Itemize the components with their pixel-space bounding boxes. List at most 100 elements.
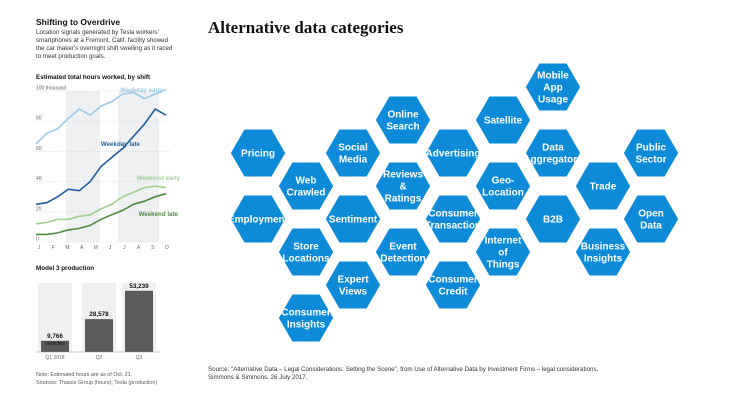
hex-shape	[424, 260, 482, 310]
hex-label: Sentiment	[329, 215, 378, 226]
hex-shape	[524, 194, 582, 244]
y-tick-label: 0	[36, 237, 39, 243]
hex-shape	[324, 260, 382, 310]
wsj-chart-panel: Shifting to Overdrive Location signals g…	[0, 0, 180, 409]
bar-category-label: Q2	[96, 355, 103, 361]
hex-reviews-ratings: Reviews&Ratings	[374, 161, 432, 211]
wsj-chart-description: Location signals generated by Tesla work…	[36, 29, 173, 60]
hex-label: Transaction	[425, 221, 481, 232]
x-tick-label: J	[109, 245, 112, 251]
hex-label: Advertising	[425, 149, 480, 160]
wsj-sources: Sources: Thasos Group (hours); Tesla (pr…	[36, 380, 158, 386]
hex-shape	[622, 128, 680, 178]
hex-label: Public	[636, 143, 666, 154]
hex-label: &	[399, 182, 406, 193]
x-tick-label: J	[38, 245, 41, 251]
hex-label: Things	[487, 260, 520, 271]
hex-label: Business	[581, 242, 626, 253]
hex-label: Expert	[337, 275, 369, 286]
hex-shape	[474, 95, 532, 145]
hex-label: Search	[386, 122, 419, 133]
page-title: Alternative data categories	[208, 18, 404, 37]
hex-pricing: Pricing	[229, 128, 287, 178]
hex-shape	[474, 161, 532, 211]
wsj-chart-title: Shifting to Overdrive	[36, 17, 121, 27]
hex-label: Location	[482, 188, 524, 199]
hex-label: Credit	[439, 287, 469, 298]
hex-label: Mobile	[537, 71, 569, 82]
hex-shape	[474, 227, 532, 277]
hex-shape	[229, 128, 287, 178]
bar-value-label: 28,578	[89, 311, 109, 318]
hex-label: Social	[338, 143, 368, 154]
hex-label: of	[498, 248, 508, 259]
bar-chart-subtitle: Model 3 production	[36, 265, 95, 272]
series-line	[35, 88, 167, 145]
hex-b2b: B2B	[524, 194, 582, 244]
hex-label: Data	[542, 143, 564, 154]
bar-value-label: 9,766	[47, 333, 63, 340]
hex-label: Internet	[485, 236, 522, 247]
hex-label: Store	[293, 242, 319, 253]
hex-label: Media	[339, 155, 368, 166]
hex-label: Satellite	[484, 116, 523, 127]
line-chart-subtitle: Estimated total hours worked, by shift	[36, 74, 151, 81]
series-line	[36, 192, 167, 236]
hex-label: Event	[389, 242, 417, 253]
hex-shape	[424, 128, 482, 178]
hex-label: B2B	[543, 215, 563, 226]
hex-label: Consumer	[281, 308, 331, 319]
hex-label: Detection	[380, 254, 426, 265]
hex-label: Consumer	[428, 209, 478, 220]
hex-advertising: Advertising	[424, 128, 482, 178]
bar-value-label: 53,239	[129, 283, 149, 290]
bar	[125, 290, 153, 352]
y-tick-label: 60	[36, 146, 42, 152]
x-tick-label: S	[151, 245, 155, 251]
series-line	[35, 108, 167, 206]
x-tick-label: A	[137, 245, 141, 251]
series-label: Weekend late	[139, 211, 179, 218]
hex-label: Online	[387, 110, 419, 121]
bar	[41, 340, 69, 352]
hex-satellite: Satellite	[474, 95, 532, 145]
x-tick-label: F	[52, 245, 55, 251]
hex-label: Pricing	[241, 149, 275, 160]
hex-label: Data	[640, 221, 662, 232]
hex-label: Locations	[282, 254, 330, 265]
hex-shape	[324, 128, 382, 178]
hex-shape	[374, 227, 432, 277]
hex-shape	[324, 194, 382, 244]
hex-label: Consumer	[428, 275, 478, 286]
hex-label: Web	[296, 176, 317, 187]
hex-label: Views	[339, 287, 368, 298]
bar-unit-label: vehicles	[45, 341, 65, 347]
x-tick-label: A	[80, 245, 84, 251]
hex-label: Crawled	[287, 188, 326, 199]
hex-label: Ratings	[385, 194, 422, 205]
x-tick-label: M	[65, 245, 69, 251]
hex-shape	[524, 62, 582, 112]
hex-label: Geo-	[492, 176, 515, 187]
hex-label: Insights	[584, 254, 623, 265]
series-line	[35, 185, 167, 225]
hex-shape	[277, 227, 335, 277]
series-label: Weekday early	[120, 87, 163, 94]
hex-shape	[524, 128, 582, 178]
hex-label: App	[543, 83, 562, 94]
series-label: Weekday late	[101, 141, 141, 148]
hex-shape	[277, 161, 335, 211]
